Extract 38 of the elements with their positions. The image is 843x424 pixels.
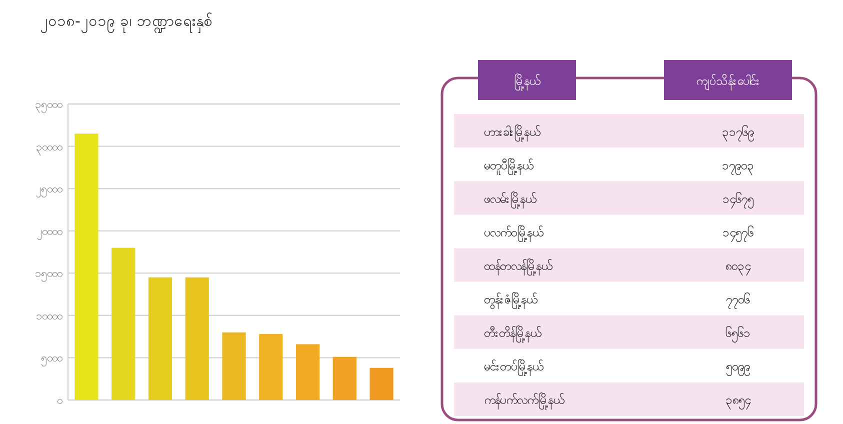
text: တီးတိန်မြို့နယ် <box>484 324 541 344</box>
text: ၇၇၀၆ <box>726 292 750 310</box>
text: ၆၅၆၁ <box>726 325 750 344</box>
bar <box>148 277 172 400</box>
text: ၃၈၅၄ <box>726 393 750 410</box>
text: ကျပ်သိန်းပေါင်း <box>696 73 760 91</box>
text: မင်းတပ်မြို့နယ် <box>484 358 543 377</box>
bar <box>112 248 136 400</box>
text: မတူပီမြို့နယ် <box>484 156 533 176</box>
bar <box>259 334 283 400</box>
text: ကန်ပက်လက်မြို့နယ် <box>484 391 564 410</box>
text: မြို့နယ် <box>514 72 540 91</box>
text: ၁၄၆၇၅ <box>722 190 754 209</box>
y-tick-label: ၀ <box>57 394 62 407</box>
text: တွန်းဇံမြို့နယ် <box>484 290 537 310</box>
text: ၅၀၉၉ <box>726 360 750 377</box>
y-tick-label: ၅၀၀၀ <box>41 352 62 367</box>
bar <box>185 277 209 400</box>
text: ထန်တလန်မြို့နယ် <box>484 257 552 276</box>
bar <box>222 332 246 400</box>
y-tick-label: ၁၀၀၀၀ <box>36 309 62 322</box>
chart-title: ၂၀၁၈-၂၀၁၉ ခု၊ ဘဏ္ဍာရေးနှစ် <box>40 12 213 33</box>
text: ၁၇၉၀၃ <box>722 158 754 176</box>
bar <box>332 356 356 400</box>
text: ပလက်ဝမြို့နယ် <box>484 223 543 242</box>
y-tick-label: ၁၅၀၀၀ <box>35 267 62 282</box>
bar <box>74 134 98 400</box>
text: ၈၀၃၄ <box>726 259 750 276</box>
text: ၃၁၇၆၉ <box>722 124 754 142</box>
bar <box>370 368 394 400</box>
y-tick-label: ၃၅၀၀၀ <box>35 98 62 113</box>
text: ၁၄၅၇၆ <box>722 224 754 242</box>
y-tick-label: ၂၀၀၀၀ <box>37 224 62 240</box>
y-tick-label: ၂၅၀၀၀ <box>36 182 62 198</box>
text: ဟားခါးမြို့နယ် <box>484 122 540 142</box>
y-tick-label: ၃၀၀၀၀ <box>36 140 62 156</box>
bar <box>296 344 320 400</box>
text: ဖလမ်းမြို့နယ် <box>484 190 536 209</box>
